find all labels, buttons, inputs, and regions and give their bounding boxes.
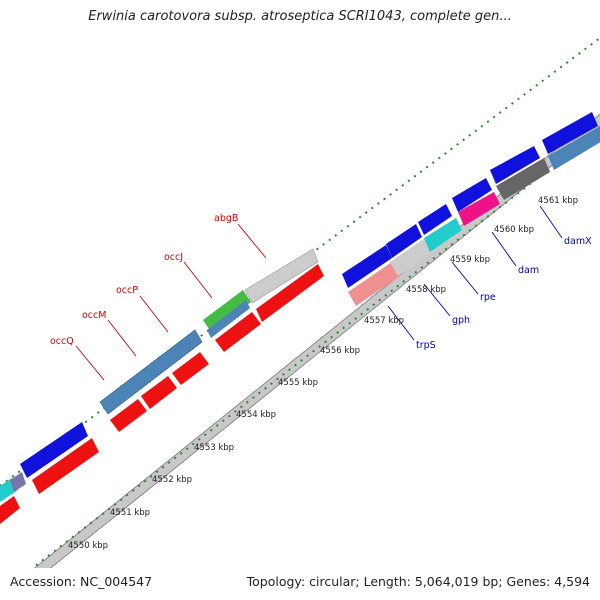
- gene-blue-5[interactable]: [490, 146, 540, 184]
- gene-left-grey[interactable]: [10, 472, 26, 492]
- gene-abgB-red-2[interactable]: [256, 264, 324, 322]
- gene-occP2[interactable]: [172, 352, 209, 385]
- gene-abgB-red-1[interactable]: [215, 312, 261, 352]
- gene-damX[interactable]: [496, 158, 550, 200]
- leader-lines: [75, 205, 563, 381]
- scale-label: 4557 kbp: [364, 316, 404, 326]
- scale-label: 4551 kbp: [110, 508, 150, 518]
- gene-label-rpe[interactable]: rpe: [480, 292, 496, 303]
- gene-blue-1[interactable]: [342, 245, 392, 288]
- gene-left-red-2[interactable]: [0, 496, 20, 524]
- scale-label: 4561 kbp: [538, 196, 578, 206]
- gene-blue-4[interactable]: [452, 178, 492, 212]
- gene-labels-reverse: trpS gph rpe dam damX: [416, 236, 592, 351]
- gene-dam[interactable]: [458, 192, 500, 226]
- scale-labels: 4550 kbp 4551 kbp 4552 kbp 4553 kbp 4554…: [68, 196, 578, 551]
- gene-trpS[interactable]: [348, 262, 400, 306]
- gene-occQ[interactable]: [99, 329, 203, 415]
- gene-blue-6[interactable]: [542, 112, 598, 154]
- gene-labels-forward: occQ occM occP occJ abgB: [50, 213, 238, 347]
- scale-label: 4560 kbp: [494, 225, 534, 235]
- gene-occP[interactable]: [141, 376, 177, 409]
- scale-label: 4553 kbp: [194, 443, 234, 453]
- scale-label: 4555 kbp: [278, 378, 318, 388]
- gene-label-occQ[interactable]: occQ: [50, 336, 74, 347]
- gene-label-dam[interactable]: dam: [518, 265, 539, 276]
- map-title: Erwinia carotovora subsp. atroseptica SC…: [88, 9, 512, 24]
- scale-label: 4552 kbp: [152, 475, 192, 485]
- gene-label-trpS[interactable]: trpS: [416, 340, 436, 351]
- gene-label-damX[interactable]: damX: [564, 236, 592, 247]
- gene-occJ[interactable]: [203, 290, 251, 332]
- gene-label-occJ[interactable]: occJ: [164, 252, 183, 263]
- gene-label-abgB[interactable]: abgB: [214, 213, 238, 224]
- gene-occM[interactable]: [110, 399, 147, 432]
- outer-tick-row: [0, 37, 600, 487]
- gene-rpe[interactable]: [424, 218, 462, 252]
- scale-label: 4556 kbp: [320, 346, 360, 356]
- gene-label-gph[interactable]: gph: [452, 315, 470, 326]
- scale-label: 4558 kbp: [406, 285, 446, 295]
- topology-summary: Topology: circular; Length: 5,064,019 bp…: [246, 574, 590, 589]
- gene-left-red[interactable]: [32, 438, 99, 494]
- gene-gph[interactable]: [390, 236, 436, 276]
- scale-label: 4559 kbp: [450, 255, 490, 265]
- scale-label: 4550 kbp: [68, 541, 108, 551]
- accession-text: Accession: NC_004547: [10, 574, 153, 589]
- gene-label-occM[interactable]: occM: [82, 310, 106, 321]
- reverse-genes[interactable]: [342, 112, 600, 306]
- gene-abgB[interactable]: [244, 248, 319, 304]
- gene-steel-1[interactable]: [548, 126, 600, 170]
- gene-occJ2[interactable]: [207, 300, 250, 338]
- gene-left-blue[interactable]: [20, 422, 88, 478]
- forward-genes[interactable]: [0, 248, 324, 524]
- gene-blue-3[interactable]: [418, 204, 452, 235]
- gene-blue-2[interactable]: [386, 224, 422, 258]
- gene-label-occP[interactable]: occP: [116, 285, 138, 296]
- scale-label: 4554 kbp: [236, 410, 276, 420]
